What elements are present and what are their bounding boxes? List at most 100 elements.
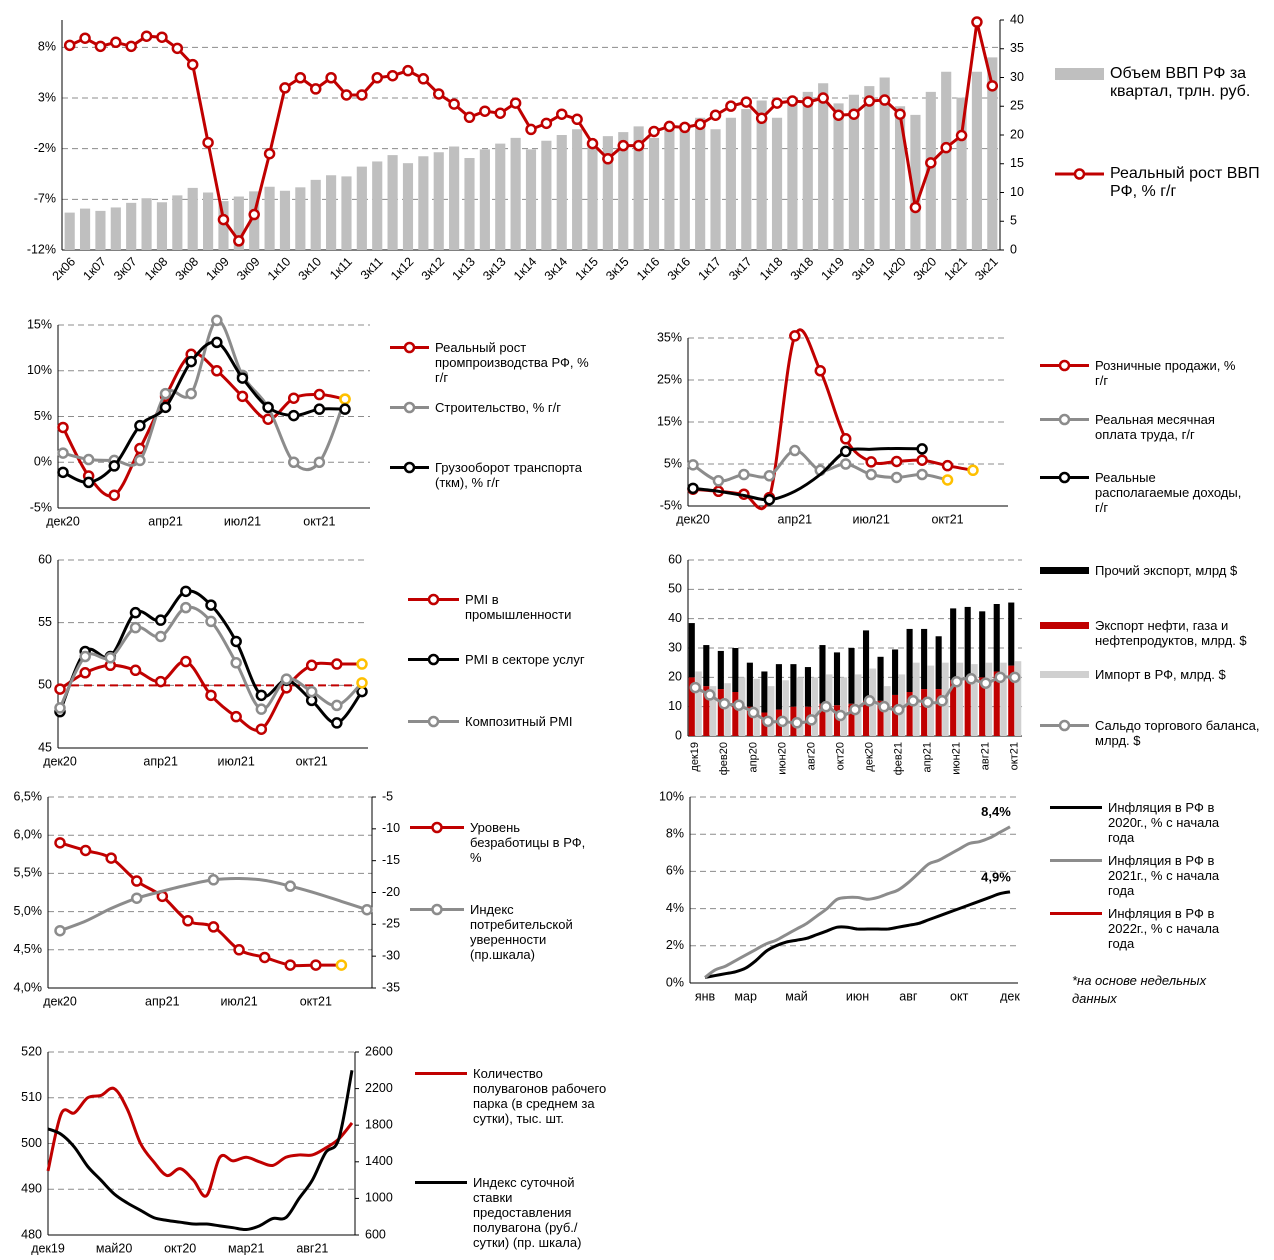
bar	[326, 175, 337, 250]
point-marker	[105, 852, 117, 864]
x-tick-label: 1к21	[941, 255, 970, 284]
legend-label: Объем ВВП РФ за квартал, трлн. руб.	[1110, 65, 1251, 100]
x-tick-label: 1к18	[757, 255, 786, 284]
point-marker	[159, 387, 172, 400]
point-marker	[916, 454, 928, 466]
legend-label: Сальдо торгового баланса, млрд. $	[1095, 718, 1260, 748]
x-tick-label: апр21	[922, 742, 934, 772]
y-tick-label: 5%	[664, 456, 682, 470]
x-tick-label: окт21	[300, 994, 332, 1008]
point-marker	[63, 39, 76, 52]
series-line	[46, 1086, 354, 1198]
x-tick-label: 3к11	[358, 255, 386, 283]
point-marker	[740, 96, 753, 108]
point-marker	[755, 112, 768, 125]
point-marker	[94, 40, 107, 53]
point-marker	[125, 40, 137, 53]
bar	[819, 645, 826, 704]
point-marker	[305, 659, 318, 672]
x-tick-label: авг20	[805, 742, 817, 770]
y2-tick-label: -35	[382, 980, 400, 994]
bar	[525, 149, 537, 250]
point-marker	[718, 697, 731, 710]
point-marker	[865, 456, 877, 468]
y-tick-label: 50	[668, 582, 682, 596]
point-marker	[979, 677, 992, 689]
point-marker	[834, 709, 847, 722]
bar	[264, 186, 275, 250]
point-marker	[258, 951, 271, 964]
x-tick-label: мар21	[228, 1241, 264, 1255]
point-marker	[255, 703, 268, 715]
bar	[802, 91, 813, 250]
y-tick-label: 5,0%	[14, 904, 43, 918]
x-tick-label: 3к16	[665, 255, 694, 284]
point-marker	[79, 667, 91, 679]
bar	[495, 143, 506, 250]
point-marker	[211, 336, 223, 349]
y-tick-label: 480	[21, 1227, 42, 1241]
x-tick-label: 3к08	[173, 255, 202, 284]
bar	[925, 91, 936, 250]
point-marker	[280, 673, 293, 685]
legend-label: PMI в секторе услуг	[465, 652, 585, 667]
y-tick-label: 30	[668, 640, 682, 654]
point-marker	[255, 689, 268, 702]
point-marker	[310, 959, 322, 971]
bar	[356, 166, 367, 250]
series-line	[692, 446, 923, 502]
legend-marker	[1058, 359, 1071, 372]
x-tick-label: авг21	[296, 1241, 328, 1255]
bar	[418, 156, 429, 250]
point-marker	[57, 466, 69, 479]
point-marker	[878, 94, 891, 106]
bar	[703, 645, 710, 687]
y2-tick-label: 0	[1010, 242, 1017, 256]
point-marker	[185, 355, 197, 368]
x-tick-label: 1к09	[203, 255, 232, 284]
point-marker	[916, 468, 928, 481]
y-tick-label: 10	[668, 699, 682, 713]
bar	[892, 649, 899, 695]
point-marker	[694, 118, 706, 131]
x-tick-label: июн20	[776, 742, 788, 775]
point-marker	[205, 615, 217, 628]
legend-label: Уровень безработицы в РФ, %	[470, 820, 586, 865]
point-marker	[687, 482, 699, 495]
bar	[572, 129, 583, 250]
point-marker	[110, 36, 122, 49]
point-marker	[890, 455, 903, 468]
x-tick-label: 3к14	[542, 255, 571, 284]
bar	[879, 77, 890, 250]
y-tick-label: 60	[38, 552, 52, 566]
x-tick-label: апр21	[145, 994, 180, 1008]
point-marker	[763, 493, 776, 506]
bar	[510, 137, 521, 250]
bar	[110, 207, 121, 250]
legend-marker	[403, 401, 416, 414]
point-marker	[986, 80, 999, 92]
point-marker	[236, 372, 249, 384]
y2-tick-label: 600	[365, 1227, 386, 1241]
bar	[971, 664, 978, 736]
bar	[1008, 602, 1015, 666]
x-tick-label: июн	[846, 989, 869, 1003]
x-tick-label: мар	[734, 989, 757, 1003]
x-tick-label: 3к07	[111, 255, 140, 284]
bar	[732, 648, 739, 692]
bar	[703, 686, 710, 736]
point-marker	[417, 73, 430, 85]
point-marker	[205, 599, 217, 611]
legend-marker	[431, 903, 443, 916]
bar	[964, 606, 971, 678]
y2-tick-label: -20	[382, 885, 400, 899]
bar	[848, 94, 859, 250]
point-marker	[159, 401, 172, 414]
point-marker	[950, 675, 963, 688]
point-marker	[704, 689, 716, 701]
y2-tick-label: -5	[382, 789, 393, 803]
legend-label: Инфляция в РФ в 2021г., % с начала года	[1108, 853, 1220, 898]
point-marker	[339, 393, 351, 405]
point-marker	[776, 715, 789, 728]
bar	[695, 117, 706, 250]
